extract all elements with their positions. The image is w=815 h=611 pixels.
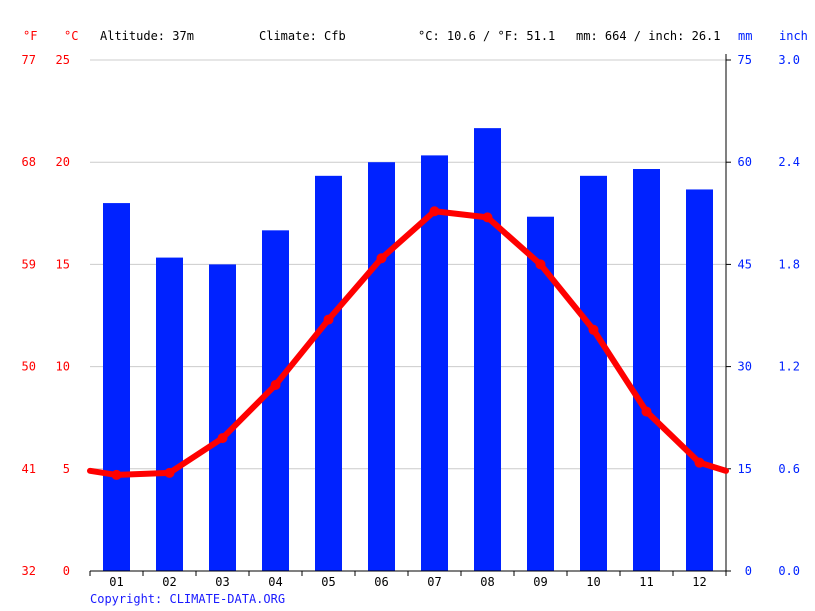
fahrenheit-tick-label: 77 [22,53,36,67]
inch-tick-label: 1.2 [778,360,800,374]
month-tick-label: 08 [480,575,494,589]
fahrenheit-tick-label: 68 [22,155,36,169]
temperature-point-05 [323,314,334,325]
inch-unit-label: inch [779,29,808,43]
inch-tick-label: 1.8 [778,257,800,271]
mm-tick-label: 0 [745,564,752,578]
month-tick-label: 07 [427,575,441,589]
temperature-point-09 [535,259,546,270]
mm-unit-label: mm [738,29,752,43]
tick-labels: 32 0 0 0.0 41 5 15 0.6 50 10 30 1.2 59 15 45 1.8 68 20 60 2… [22,53,800,589]
precip-bar-09 [527,216,554,571]
month-tick-label: 03 [215,575,229,589]
temp-average-label: °C: 10.6 / °F: 51.1 [418,29,555,43]
altitude-label: Altitude: 37m [100,29,194,43]
month-tick-label: 12 [692,575,706,589]
temperature-point-10 [588,324,599,335]
temperature-point-04 [270,379,281,390]
celsius-tick-label: 25 [56,53,70,67]
temperature-point-01 [111,469,122,480]
precip-bar-12 [686,189,713,571]
precip-bar-05 [315,175,342,571]
temperature-point-07 [429,206,440,217]
mm-tick-label: 15 [738,462,752,476]
precip-bar-10 [580,175,607,571]
month-tick-label: 10 [586,575,600,589]
precip-bar-02 [156,257,183,571]
temperature-point-08 [482,212,493,223]
temperature-line [87,206,729,480]
precip-bar-01 [103,203,130,571]
axes [89,54,731,576]
mm-tick-label: 45 [738,257,752,271]
inch-tick-label: 2.4 [778,155,800,169]
temperature-point-06 [376,253,387,264]
inch-tick-label: 0.6 [778,462,800,476]
month-tick-label: 09 [533,575,547,589]
inch-tick-label: 3.0 [778,53,800,67]
fahrenheit-tick-label: 32 [22,564,36,578]
temperature-point-11 [641,406,652,417]
copyright-label: Copyright: CLIMATE-DATA.ORG [90,592,286,606]
celsius-unit-label: °C [64,29,78,43]
fahrenheit-tick-label: 41 [22,462,36,476]
mm-tick-label: 30 [738,360,752,374]
mm-tick-label: 60 [738,155,752,169]
precip-total-label: mm: 664 / inch: 26.1 [576,29,721,43]
precip-bar-08 [474,128,501,571]
month-tick-label: 04 [268,575,282,589]
fahrenheit-unit-label: °F [23,29,37,43]
celsius-tick-label: 15 [56,257,70,271]
celsius-tick-label: 20 [56,155,70,169]
precipitation-bars [103,128,713,572]
precip-bar-04 [262,230,289,572]
temperature-line-path [87,208,729,478]
month-tick-label: 06 [374,575,388,589]
temperature-point-02 [164,467,175,478]
precip-bar-06 [368,162,395,571]
month-tick-label: 11 [639,575,653,589]
celsius-tick-label: 0 [63,564,70,578]
climate-label: Climate: Cfb [259,29,346,43]
fahrenheit-tick-label: 59 [22,257,36,271]
precip-bar-07 [421,155,448,572]
grid-lines [90,59,726,470]
precip-bar-11 [633,169,660,571]
celsius-tick-label: 5 [63,462,70,476]
month-tick-label: 01 [109,575,123,589]
celsius-tick-label: 10 [56,360,70,374]
temperature-point-12 [694,457,705,468]
month-tick-label: 05 [321,575,335,589]
inch-tick-label: 0.0 [778,564,800,578]
mm-tick-label: 75 [738,53,752,67]
precip-bar-03 [209,264,236,571]
month-tick-label: 02 [162,575,176,589]
fahrenheit-tick-label: 50 [22,360,36,374]
temperature-point-03 [217,433,228,444]
